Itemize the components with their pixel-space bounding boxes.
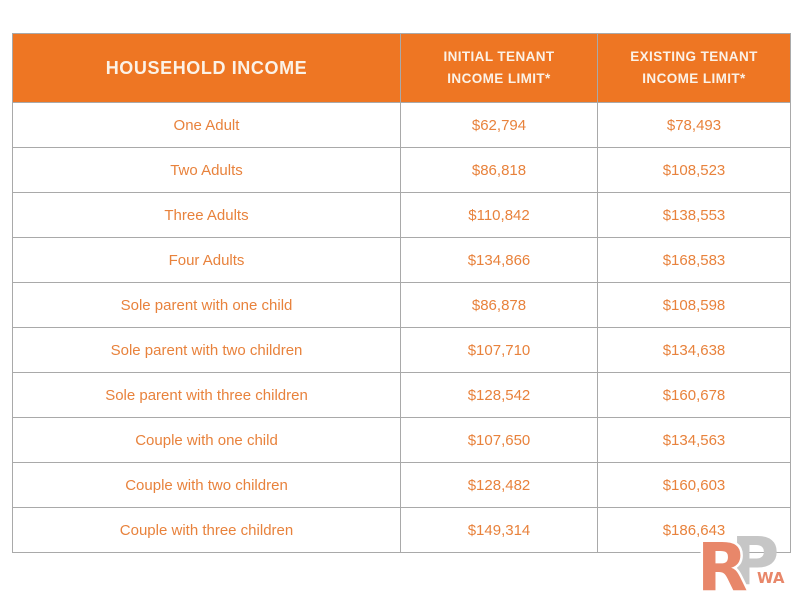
table-row: Couple with one child $107,650 $134,563	[12, 417, 791, 463]
household-type-cell: Sole parent with two children	[12, 327, 401, 373]
existing-limit-cell: $78,493	[597, 102, 791, 148]
existing-limit-cell: $108,523	[597, 147, 791, 193]
table-header: HOUSEHOLD INCOME INITIAL TENANT INCOME L…	[12, 33, 791, 103]
table-row: Sole parent with one child $86,878 $108,…	[12, 282, 791, 328]
household-type-cell: Sole parent with one child	[12, 282, 401, 328]
existing-limit-cell: $160,603	[597, 462, 791, 508]
table-row: Couple with three children $149,314 $186…	[12, 507, 791, 553]
initial-limit-cell: $128,542	[400, 372, 598, 418]
household-type-cell: Couple with two children	[12, 462, 401, 508]
initial-limit-cell: $128,482	[400, 462, 598, 508]
household-type-cell: One Adult	[12, 102, 401, 148]
header-existing-tenant-limit: EXISTING TENANT INCOME LIMIT*	[597, 33, 791, 103]
household-type-cell: Sole parent with three children	[12, 372, 401, 418]
header-row: HOUSEHOLD INCOME INITIAL TENANT INCOME L…	[12, 33, 791, 103]
household-type-cell: Two Adults	[12, 147, 401, 193]
initial-limit-cell: $110,842	[400, 192, 598, 238]
household-type-cell: Four Adults	[12, 237, 401, 283]
existing-limit-cell: $134,563	[597, 417, 791, 463]
initial-limit-cell: $107,710	[400, 327, 598, 373]
table-body: One Adult $62,794 $78,493 Two Adults $86…	[12, 102, 791, 553]
household-income-table: HOUSEHOLD INCOME INITIAL TENANT INCOME L…	[12, 33, 791, 553]
table-row: Sole parent with three children $128,542…	[12, 372, 791, 418]
existing-limit-cell: $134,638	[597, 327, 791, 373]
initial-limit-cell: $149,314	[400, 507, 598, 553]
existing-limit-cell: $108,598	[597, 282, 791, 328]
initial-limit-cell: $134,866	[400, 237, 598, 283]
household-type-cell: Couple with three children	[12, 507, 401, 553]
table-row: Three Adults $110,842 $138,553	[12, 192, 791, 238]
table-row: Couple with two children $128,482 $160,6…	[12, 462, 791, 508]
income-limits-table: HOUSEHOLD INCOME INITIAL TENANT INCOME L…	[12, 33, 791, 553]
initial-limit-cell: $86,818	[400, 147, 598, 193]
initial-limit-cell: $86,878	[400, 282, 598, 328]
header-household-income: HOUSEHOLD INCOME	[12, 33, 401, 103]
watermark-region-wa: WA	[757, 569, 785, 587]
initial-limit-cell: $62,794	[400, 102, 598, 148]
existing-limit-cell: $160,678	[597, 372, 791, 418]
table-row: Sole parent with two children $107,710 $…	[12, 327, 791, 373]
header-initial-tenant-limit: INITIAL TENANT INCOME LIMIT*	[400, 33, 598, 103]
existing-limit-cell: $168,583	[597, 237, 791, 283]
table-row: Four Adults $134,866 $168,583	[12, 237, 791, 283]
existing-limit-cell: $138,553	[597, 192, 791, 238]
household-type-cell: Three Adults	[12, 192, 401, 238]
table-row: One Adult $62,794 $78,493	[12, 102, 791, 148]
table-row: Two Adults $86,818 $108,523	[12, 147, 791, 193]
household-type-cell: Couple with one child	[12, 417, 401, 463]
initial-limit-cell: $107,650	[400, 417, 598, 463]
existing-limit-cell: $186,643	[597, 507, 791, 553]
